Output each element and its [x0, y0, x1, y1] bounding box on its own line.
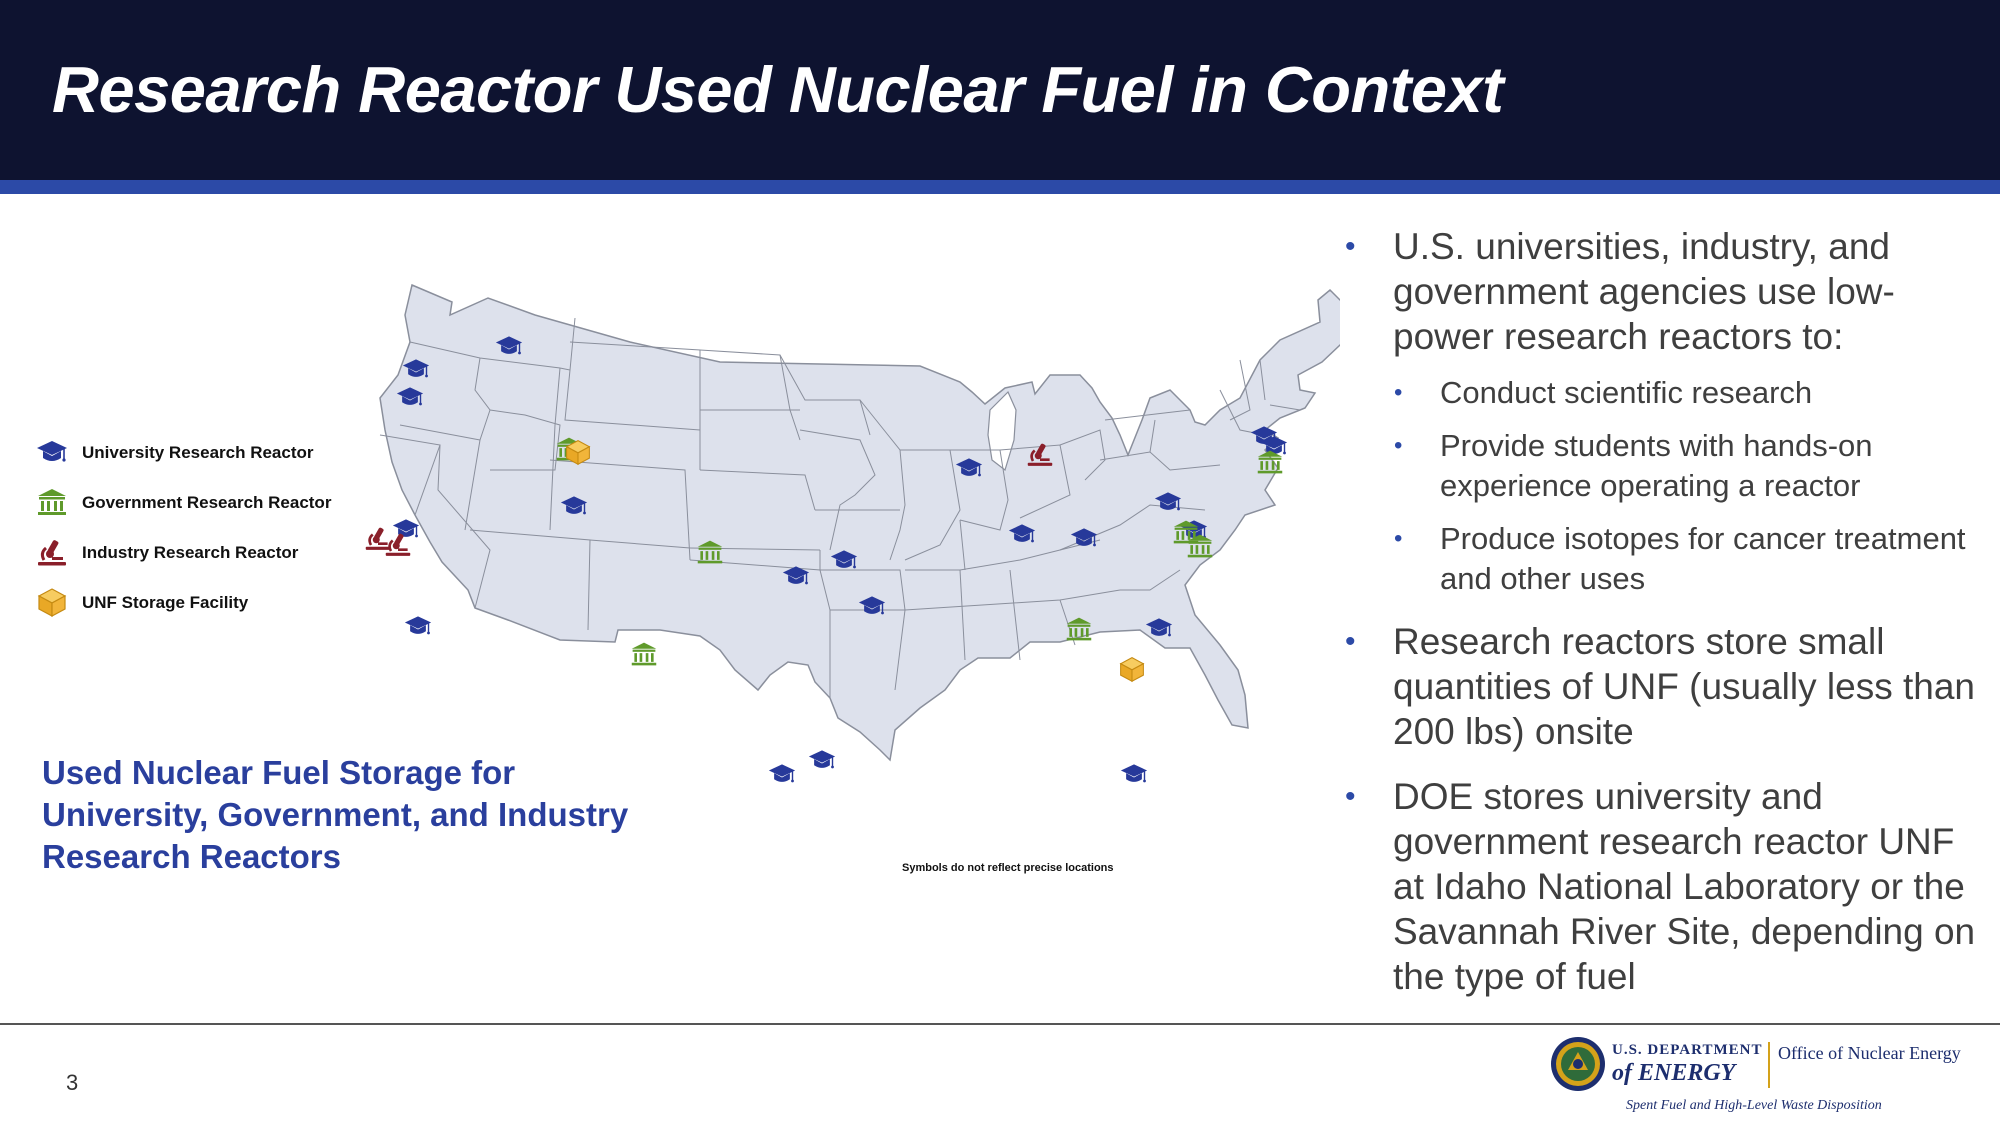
footer-divider	[0, 1023, 2000, 1025]
bullet-dot: •	[1345, 780, 1356, 813]
industry-icon	[364, 525, 392, 552]
university-icon	[1120, 763, 1148, 784]
sub-bullet-item: • Produce isotopes for cancer treatment …	[1340, 519, 1980, 599]
university-icon	[36, 436, 68, 468]
doe-logo-divider	[1768, 1042, 1770, 1088]
legend-label: UNF Storage Facility	[82, 593, 249, 612]
bullet-text: Research reactors store small quantities…	[1393, 621, 1975, 752]
sub-bullet-list: • Conduct scientific research • Provide …	[1340, 373, 1980, 599]
doe-seal-icon	[1551, 1037, 1605, 1091]
slide-title: Research Reactor Used Nuclear Fuel in Co…	[52, 53, 1504, 126]
map-disclaimer: Symbols do not reflect precise locations	[902, 862, 1114, 874]
bullet-dot: •	[1394, 379, 1403, 406]
us-map-outline	[379, 283, 1359, 762]
bullet-dot: •	[1345, 625, 1356, 658]
doe-dept-line1: U.S. DEPARTMENT	[1612, 1042, 1763, 1058]
bullet-text: U.S. universities, industry, and governm…	[1393, 226, 1895, 357]
university-icon	[404, 615, 432, 636]
government-icon	[631, 642, 657, 666]
bullet-item: • U.S. universities, industry, and gover…	[1340, 224, 1980, 359]
doe-tagline: Spent Fuel and High-Level Waste Disposit…	[1626, 1098, 1882, 1113]
industry-icon	[36, 536, 68, 568]
sub-bullet-text: Conduct scientific research	[1440, 375, 1813, 410]
title-bar: Research Reactor Used Nuclear Fuel in Co…	[0, 0, 2000, 180]
bullet-dot: •	[1345, 230, 1356, 263]
bullet-text: DOE stores university and government res…	[1393, 776, 1976, 997]
bullet-list: • U.S. universities, industry, and gover…	[1340, 224, 1980, 1013]
storage-icon	[36, 586, 68, 618]
state-borders	[379, 317, 1301, 698]
legend-label: Government Research Reactor	[82, 493, 332, 512]
storage-icon	[1120, 657, 1144, 682]
page-number: 3	[66, 1070, 79, 1095]
sub-bullet-text: Produce isotopes for cancer treatment an…	[1440, 521, 1966, 596]
bullet-dot: •	[1394, 432, 1403, 459]
bullet-item: • DOE stores university and government r…	[1340, 774, 1980, 999]
university-icon	[768, 763, 796, 784]
legend-label: University Research Reactor	[82, 443, 314, 462]
header-accent-stripe	[0, 180, 2000, 194]
sub-bullet-text: Provide students with hands-on experienc…	[1440, 428, 1873, 503]
bullet-dot: •	[1394, 525, 1403, 552]
legend-label: Industry Research Reactor	[82, 543, 299, 562]
us-map-graphic	[364, 283, 1359, 784]
map-caption: Used Nuclear Fuel Storage for University…	[42, 754, 629, 875]
doe-dept-line2: of ENERGY	[1612, 1060, 1736, 1086]
university-icon	[392, 518, 420, 539]
us-map	[360, 270, 1359, 890]
university-icon	[808, 749, 836, 770]
government-icon	[36, 486, 68, 518]
sub-bullet-item: • Provide students with hands-on experie…	[1340, 426, 1980, 506]
doe-office-name: Office of Nuclear Energy	[1778, 1043, 1961, 1063]
sub-bullet-item: • Conduct scientific research	[1340, 373, 1980, 413]
bullet-item: • Research reactors store small quantiti…	[1340, 619, 1980, 754]
